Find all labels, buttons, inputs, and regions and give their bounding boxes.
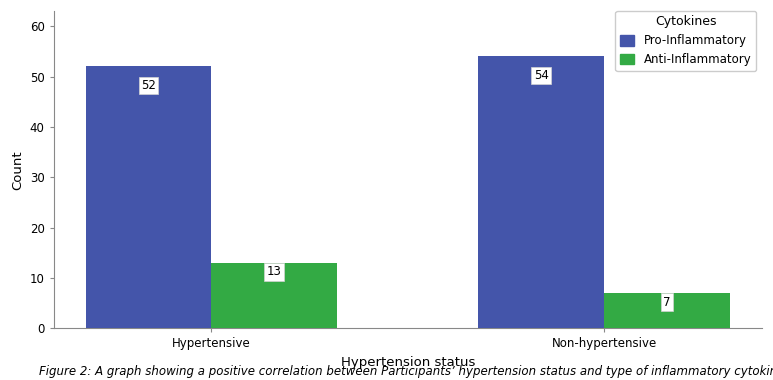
Text: Figure 2: A graph showing a positive correlation between Participants’ hypertens: Figure 2: A graph showing a positive cor… bbox=[39, 365, 773, 378]
Bar bbox=[211, 263, 337, 328]
Bar bbox=[478, 56, 604, 328]
X-axis label: Hypertension status: Hypertension status bbox=[341, 356, 475, 369]
Text: 7: 7 bbox=[663, 296, 671, 309]
Text: 52: 52 bbox=[141, 79, 156, 92]
Y-axis label: Count: Count bbox=[11, 150, 24, 190]
Text: 13: 13 bbox=[267, 265, 281, 279]
Bar bbox=[604, 293, 730, 328]
Legend: Pro-Inflammatory, Anti-Inflammatory: Pro-Inflammatory, Anti-Inflammatory bbox=[615, 11, 756, 71]
Bar bbox=[86, 66, 211, 328]
Text: 54: 54 bbox=[534, 69, 549, 82]
